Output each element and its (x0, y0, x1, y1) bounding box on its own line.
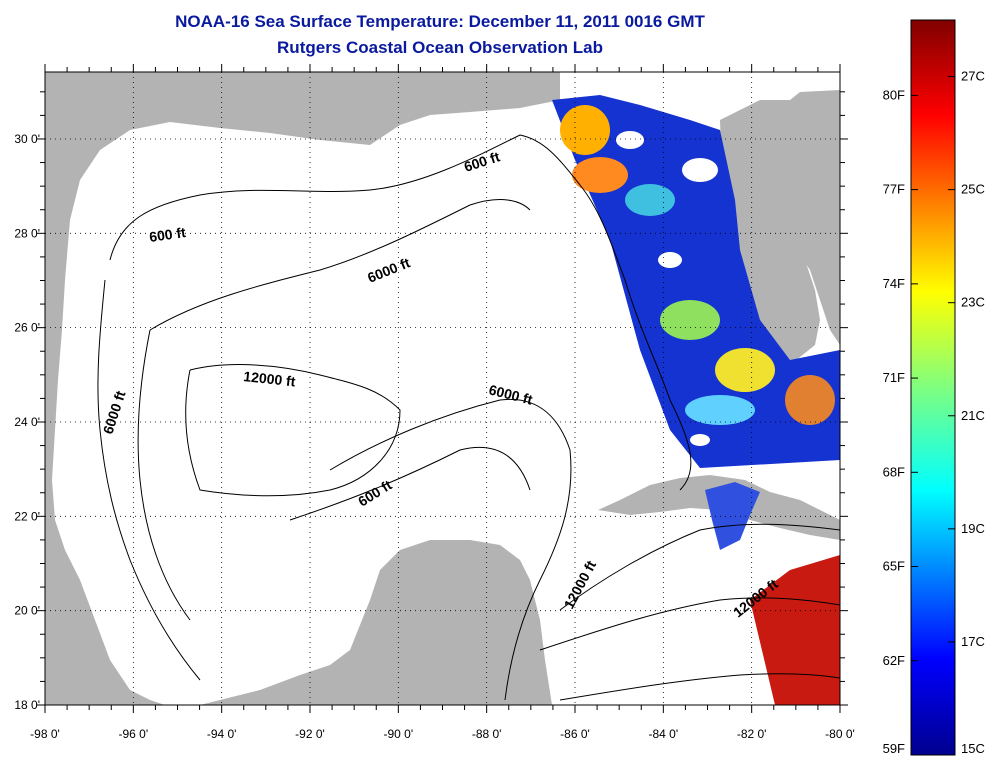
sst-swath-caribbean (750, 555, 840, 705)
map-grid (45, 72, 840, 705)
x-tick-label: -92 0' (295, 727, 325, 741)
colorbar-f-label: 71F (883, 370, 905, 385)
sst-patches (560, 105, 835, 446)
colorbar-f-label: 77F (883, 182, 905, 197)
colorbar-c-label: 27C (961, 69, 985, 84)
contour-label: 600 ft (148, 224, 187, 245)
y-tick-label: 28 0' (14, 226, 40, 240)
x-axis: -98 0' -96 0' -94 0' -92 0' -90 0' -88 0' -86 … (30, 64, 855, 741)
colorbar-f-label: 74F (883, 276, 905, 291)
map-subtitle: Rutgers Coastal Ocean Observation Lab (277, 38, 603, 57)
colorbar-f-label: 59F (883, 741, 905, 756)
x-tick-label: -96 0' (119, 727, 149, 741)
land-yucatan (200, 540, 552, 705)
x-tick-label: -88 0' (472, 727, 502, 741)
x-tick-label: -86 0' (560, 727, 590, 741)
y-tick-label: 18 0' (14, 698, 40, 712)
colorbar (910, 19, 956, 756)
y-tick-label: 20 0' (14, 604, 40, 618)
colorbar-f-label: 62F (883, 653, 905, 668)
x-tick-label: -94 0' (207, 727, 237, 741)
map-title: NOAA-16 Sea Surface Temperature: Decembe… (175, 12, 705, 31)
x-tick-label: -98 0' (30, 727, 60, 741)
y-tick-label: 22 0' (14, 509, 40, 523)
colorbar-c-label: 23C (961, 295, 985, 310)
x-tick-label: -84 0' (649, 727, 679, 741)
colorbar-c-label: 15C (961, 741, 985, 756)
sst-swath-small (705, 482, 760, 550)
x-tick-label: -80 0' (825, 727, 855, 741)
colorbar-ticks: 80F 77F 74F 71F 68F 65F 62F 59F 27C 25C 23C 21C 19C 1… (883, 69, 985, 756)
bathymetry-contours (97, 134, 840, 701)
colorbar-f-label: 68F (883, 464, 905, 479)
colorbar-c-label: 17C (961, 634, 985, 649)
y-tick-label: 24 0' (14, 415, 40, 429)
colorbar-f-label: 80F (883, 87, 905, 102)
colorbar-c-label: 25C (961, 182, 985, 197)
y-tick-label: 30 0' (14, 132, 40, 146)
colorbar-c-label: 19C (961, 521, 985, 536)
colorbar-c-label: 21C (961, 408, 985, 423)
y-tick-label: 26 0' (14, 321, 40, 335)
x-tick-label: -90 0' (384, 727, 414, 741)
x-tick-label: -82 0' (737, 727, 767, 741)
contour-label: 12000 ft (243, 368, 297, 389)
colorbar-f-label: 65F (883, 559, 905, 574)
y-axis: 18 0' 20 0' 22 0' 24 0' 26 0' 28 0' 30 0' (14, 91, 848, 712)
